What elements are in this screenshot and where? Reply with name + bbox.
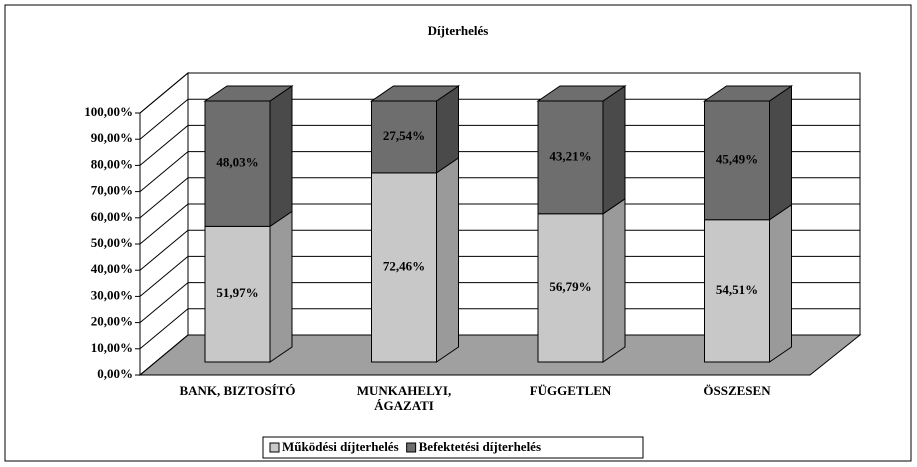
legend-swatch — [269, 442, 280, 453]
data-label: 48,03% — [216, 155, 258, 170]
grid-line — [139, 72, 189, 114]
grid-line — [139, 151, 189, 192]
legend-box — [262, 436, 644, 459]
legend-label: Működési díjterhelés — [282, 439, 399, 454]
bar — [371, 100, 437, 174]
bar — [537, 213, 604, 363]
grid-line — [139, 203, 189, 245]
grid-line — [139, 256, 189, 297]
bar-top — [702, 85, 794, 102]
y-tick-label: 40,00% — [91, 261, 133, 276]
grid-line — [139, 98, 189, 140]
y-tick-label: 0,00% — [97, 366, 133, 381]
grid-line — [139, 334, 189, 376]
bar — [704, 100, 770, 221]
data-label: 54,51% — [716, 282, 758, 297]
legend-label: Befektetési díjterhelés — [419, 439, 541, 454]
bar-top — [536, 85, 627, 102]
y-tick-label: 90,00% — [91, 130, 133, 145]
bar — [204, 100, 271, 227]
x-tick-label: BANK, BIZTOSÍTÓ — [179, 383, 295, 398]
x-tick-label: ÖSSZESEN — [703, 383, 771, 398]
bar — [204, 225, 271, 363]
y-tick-label: 70,00% — [91, 183, 133, 198]
grid-line — [139, 177, 189, 219]
y-tick-label: 60,00% — [91, 209, 133, 224]
grid-line — [139, 229, 189, 271]
y-tick-label: 10,00% — [91, 340, 133, 355]
legend-swatch — [406, 442, 417, 453]
bar-side — [769, 85, 792, 221]
y-tick-label: 30,00% — [91, 287, 133, 302]
x-tick-label: FÜGGETLEN — [530, 383, 612, 398]
bar-side — [269, 210, 293, 363]
bar-side — [602, 197, 626, 363]
data-label: 51,97% — [216, 285, 258, 300]
data-label: 56,79% — [549, 279, 591, 294]
grid-line — [139, 125, 189, 166]
bar — [371, 172, 437, 363]
bar — [704, 219, 770, 363]
grid-line — [139, 308, 189, 350]
bar-top — [369, 85, 461, 102]
bar-side — [602, 85, 626, 215]
bar-top — [203, 85, 294, 102]
data-label: 27,54% — [383, 128, 425, 143]
data-label: 72,46% — [383, 258, 425, 273]
bar-side — [269, 85, 293, 228]
y-tick-label: 50,00% — [91, 235, 133, 250]
y-tick-label: 80,00% — [91, 156, 133, 171]
grid-line — [139, 282, 189, 323]
bar-side — [769, 203, 792, 363]
chart-title: Díjterhelés — [428, 23, 489, 38]
y-tick-label: 100,00% — [84, 104, 133, 119]
data-label: 45,49% — [716, 151, 758, 166]
y-tick-label: 20,00% — [91, 314, 133, 329]
x-tick-label: MUNKAHELYI, ÁGAZATI — [357, 383, 452, 413]
data-label: 43,21% — [549, 148, 591, 163]
bar — [537, 100, 604, 215]
bar-side — [436, 156, 459, 363]
